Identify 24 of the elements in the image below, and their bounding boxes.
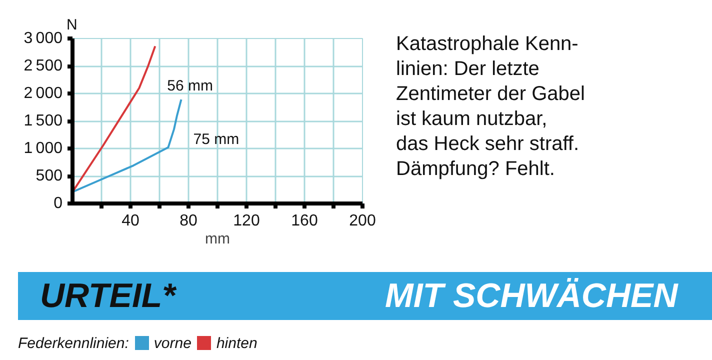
- legend-title: Federkennlinien:: [18, 335, 129, 352]
- legend-label: vorne: [154, 335, 192, 352]
- y-tick-label: 500: [36, 168, 63, 184]
- y-tick-label: 2 000: [24, 85, 63, 102]
- x-tick-label: 80: [180, 212, 198, 230]
- x-tick-label: 120: [233, 212, 260, 230]
- annotation: 56 mm: [167, 78, 213, 95]
- text: URTEIL*: [40, 276, 178, 317]
- y-tick-label: 1 500: [24, 112, 63, 130]
- line-series: [72, 98, 182, 193]
- x-tick-label: 40: [122, 212, 140, 230]
- x-tick-label: 160: [291, 212, 318, 230]
- y-axis-title: N: [66, 16, 78, 34]
- text: Katastrophale Kenn- linien: Der letzte Zentimeter der Gabel ist kaum nutzbar, das Heck sehr straff. Dämpfung? Fehlt.: [396, 32, 585, 182]
- annotation: 75 mm: [193, 131, 240, 148]
- legend-label: hinten: [216, 335, 258, 352]
- y-tick-label: 2 500: [24, 58, 63, 74]
- x-axis-title: mm: [205, 230, 230, 248]
- y-tick-label: 3 000: [24, 30, 63, 47]
- y-tick-label: 0: [54, 195, 63, 212]
- x-tick-label: 200: [349, 212, 376, 230]
- line-series: [72, 45, 156, 193]
- y-tick-label: 1 000: [24, 140, 63, 157]
- text: MIT SCHWÄCHEN: [385, 276, 678, 317]
